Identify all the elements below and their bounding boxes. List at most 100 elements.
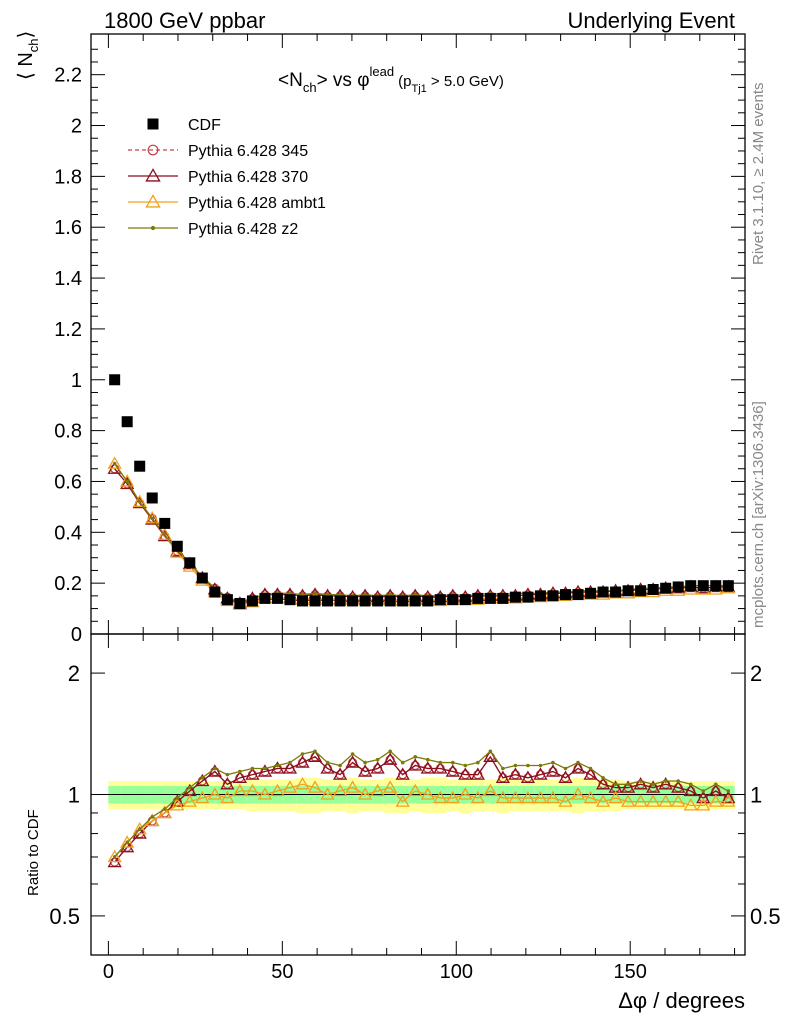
series-point-ambt1 — [708, 794, 723, 807]
series-point-370 — [458, 767, 473, 780]
series-point-370 — [683, 783, 698, 797]
series-point-z2 — [388, 749, 392, 754]
series-point-ambt1 — [558, 794, 573, 807]
series-point-370 — [620, 780, 636, 793]
series-point-ambt1 — [683, 798, 698, 811]
series-point-370 — [533, 767, 548, 780]
cdf-data-point — [722, 580, 734, 592]
cdf-data-point — [597, 586, 609, 598]
cdf-data-point — [610, 586, 622, 598]
cdf-data-point — [484, 592, 496, 604]
axes-frames: 0 50 100 150 0 0.2 0.4 0.6 0.8 1 1.2 1.4 1.6 1.8 2 2.2 0… — [49, 33, 781, 983]
series-point-z2 — [538, 763, 543, 768]
ratio-y-tick-label-right: 0.5 — [750, 904, 781, 929]
series-point-z2 — [688, 782, 693, 787]
series-point-z2 — [263, 766, 267, 771]
series-line-370 — [114, 755, 729, 863]
series-point-z2 — [175, 796, 180, 800]
series-point-370 — [320, 761, 335, 774]
ratio-plot — [107, 749, 736, 868]
series-point-z2 — [275, 763, 280, 768]
cdf-data-point — [184, 557, 196, 569]
series-point-ambt1 — [282, 780, 298, 793]
cdf-data-point — [372, 595, 384, 607]
cdf-data-point — [647, 584, 659, 596]
title-cut-b: > 5.0 GeV) — [427, 73, 504, 90]
legend-entry: Pythia 6.428 z2 — [128, 221, 298, 238]
title-main: <N — [278, 70, 303, 91]
series-point-z2 — [501, 766, 505, 771]
series-point-370 — [245, 767, 260, 780]
series-point-370 — [696, 790, 711, 804]
cdf-data-point — [334, 595, 346, 607]
cdf-data-point — [322, 595, 334, 607]
series-point-z2 — [613, 782, 618, 787]
series-point-ambt1 — [182, 794, 197, 807]
series-point-z2 — [588, 766, 593, 771]
series-point-370 — [220, 776, 235, 790]
series-point-370 — [370, 761, 385, 774]
series-point-z2 — [162, 533, 167, 537]
series-point-z2 — [225, 772, 230, 777]
series-point-z2 — [325, 760, 330, 765]
series-point-370 — [658, 776, 673, 790]
series-point-ambt1 — [145, 511, 160, 524]
series-point-370 — [408, 758, 423, 771]
series-point-ambt1 — [345, 780, 360, 793]
series-point-370 — [633, 776, 648, 790]
ylabel-main-sub: ch — [26, 38, 41, 52]
series-point-ambt1 — [508, 790, 523, 804]
cdf-data-point — [672, 581, 684, 593]
cdf-data-point — [196, 572, 208, 584]
series-point-ambt1 — [696, 798, 711, 811]
ratio-y-axis-label: Ratio to CDF — [25, 809, 42, 896]
series-point-ambt1 — [433, 790, 448, 804]
series-point-370 — [595, 776, 611, 790]
series-point-ambt1 — [658, 794, 673, 807]
series-point-370 — [420, 761, 435, 774]
cdf-data-point — [710, 580, 722, 592]
title-vs: > vs φ — [317, 70, 370, 91]
main-y-tick-label: 2 — [71, 116, 82, 138]
series-point-ambt1 — [408, 783, 423, 797]
cdf-data-point — [497, 592, 509, 604]
series-point-ambt1 — [583, 790, 598, 804]
ratio-y-tick-label: 1 — [68, 783, 80, 808]
cdf-data-point — [134, 460, 146, 472]
cdf-data-point — [297, 595, 309, 607]
series-point-ambt1 — [195, 790, 210, 804]
series-point-ambt1 — [157, 527, 172, 540]
cdf-data-point — [472, 592, 484, 604]
cdf-data-point — [572, 589, 584, 601]
series-point-z2 — [150, 516, 155, 521]
series-point-z2 — [363, 760, 367, 765]
series-point-370 — [671, 780, 686, 793]
cdf-data-point — [697, 580, 709, 592]
series-point-ambt1 — [307, 780, 323, 793]
series-point-z2 — [726, 789, 731, 793]
legend-entry: Pythia 6.428 345 — [128, 143, 308, 160]
series-point-z2 — [112, 855, 117, 859]
series-point-370 — [232, 770, 248, 783]
series-point-ambt1 — [220, 790, 235, 804]
series-point-z2 — [651, 782, 655, 787]
cdf-data-point — [685, 580, 697, 592]
series-point-370 — [520, 770, 536, 783]
series-point-370 — [508, 767, 523, 780]
series-point-z2 — [162, 807, 167, 811]
title-sub: ch — [303, 80, 317, 95]
series-point-ambt1 — [671, 794, 686, 807]
series-point-370 — [545, 764, 561, 777]
cdf-data-point — [284, 594, 296, 606]
series-point-z2 — [313, 749, 317, 754]
series-point-ambt1 — [608, 790, 623, 804]
series-point-ambt1 — [257, 787, 273, 800]
main-y-tick-label: 0.4 — [54, 522, 82, 544]
series-point-z2 — [663, 779, 668, 783]
cdf-data-point — [635, 585, 647, 597]
series-point-370 — [332, 767, 348, 780]
series-point-z2 — [638, 779, 643, 783]
series-point-370 — [470, 767, 485, 780]
series-point-z2 — [125, 479, 129, 484]
cdf-data-point — [246, 595, 258, 607]
